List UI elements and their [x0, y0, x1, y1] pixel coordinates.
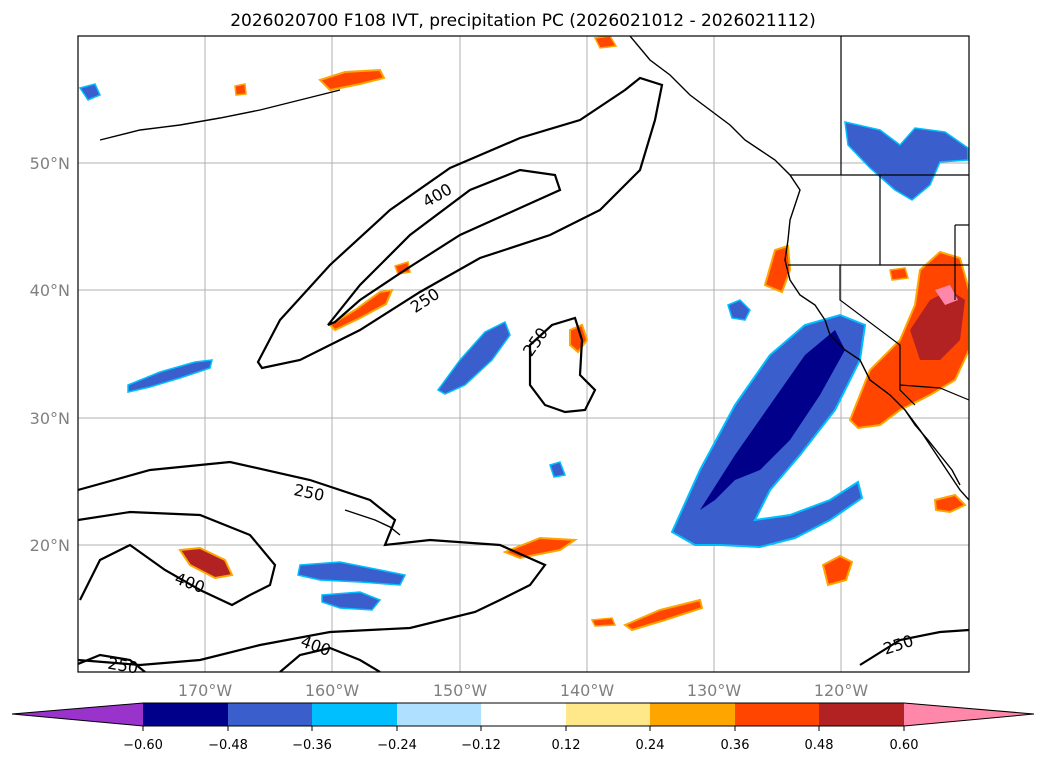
negative-precip-blobs	[78, 83, 969, 611]
colorbar-segment	[566, 703, 650, 726]
colorbar-segment	[228, 703, 312, 726]
lon-label: 150°W	[433, 681, 488, 700]
longitude-labels: 170°W 160°W 150°W 140°W 130°W 120°W	[178, 681, 869, 700]
colorbar-ticks	[142, 726, 905, 731]
colorbar-segment	[650, 703, 735, 726]
coastline-baja	[904, 409, 961, 486]
colorbar-label: 0.12	[552, 738, 581, 753]
ivt-contour-250-bottom-left	[78, 653, 146, 672]
colorbar-label: −0.48	[208, 738, 248, 753]
colorbar-label: 0.48	[805, 738, 834, 753]
positive-precip-blobs	[178, 36, 969, 632]
lat-label: 20°N	[30, 536, 70, 555]
negative-precip-plume	[670, 299, 867, 549]
lat-label: 50°N	[30, 154, 70, 173]
contour-label: 250	[106, 654, 139, 678]
ivt-contours	[78, 76, 969, 672]
colorbar-label: −0.36	[292, 738, 332, 753]
colorbar-extend-high	[904, 703, 1034, 726]
colorbar-extend-low	[12, 703, 143, 726]
lon-label: 140°W	[560, 681, 615, 700]
map-frame	[77, 35, 970, 673]
colorbar-label: 0.60	[890, 738, 919, 753]
state-borders	[788, 36, 969, 406]
lon-label: 160°W	[305, 681, 360, 700]
colorbar	[11, 702, 1035, 727]
lat-label: 30°N	[30, 409, 70, 428]
ivt-contour-400-north	[327, 168, 562, 327]
colorbar-segment	[481, 703, 566, 726]
colorbar-label: 0.36	[721, 738, 750, 753]
colorbar-segment	[735, 703, 819, 726]
ivt-contour-250-south	[78, 460, 547, 667]
colorbar-segment	[397, 703, 481, 726]
ivt-contour-400-south	[78, 510, 277, 607]
coastline-hawaii	[344, 509, 401, 536]
lat-label: 40°N	[30, 281, 70, 300]
colorbar-segment	[143, 703, 228, 726]
colorbar-segment	[312, 703, 397, 726]
figure-title: 2026020700 F108 IVT, precipitation PC (2…	[230, 11, 816, 31]
colorbar-label: −0.60	[123, 738, 163, 753]
colorbar-label: 0.24	[636, 738, 665, 753]
colorbar-segment	[819, 703, 904, 726]
colorbar-label: −0.24	[377, 738, 417, 753]
ivt-contour-250-loop	[528, 316, 597, 414]
colorbar-label: −0.12	[461, 738, 501, 753]
lon-label: 170°W	[178, 681, 233, 700]
coastline-aleutians	[99, 89, 341, 141]
lon-label: 120°W	[814, 681, 869, 700]
ivt-contour-250-bottom-right	[859, 628, 969, 666]
ivt-contour-250-north	[256, 76, 664, 370]
lon-label: 130°W	[687, 681, 742, 700]
ivt-contour-400-bottom	[279, 646, 381, 672]
latitude-labels: 50°N 40°N 30°N 20°N	[30, 154, 70, 555]
colorbar-labels: −0.60 −0.48 −0.36 −0.24 −0.12 0.12 0.24 …	[123, 738, 918, 753]
coastlines	[99, 36, 969, 536]
